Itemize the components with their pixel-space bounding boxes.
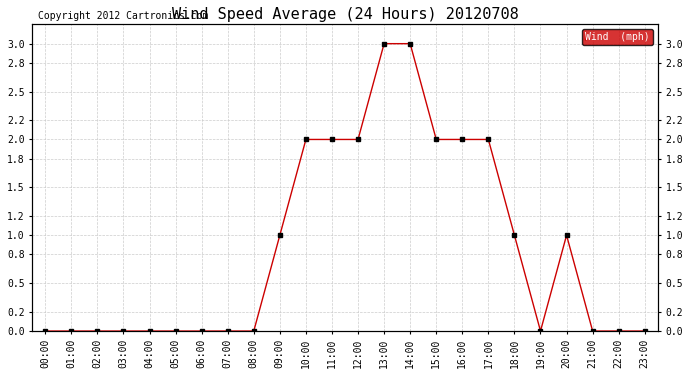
Text: Copyright 2012 Cartronics.com: Copyright 2012 Cartronics.com [39,11,209,21]
Title: Wind Speed Average (24 Hours) 20120708: Wind Speed Average (24 Hours) 20120708 [172,7,518,22]
Legend: Wind  (mph): Wind (mph) [582,29,653,45]
